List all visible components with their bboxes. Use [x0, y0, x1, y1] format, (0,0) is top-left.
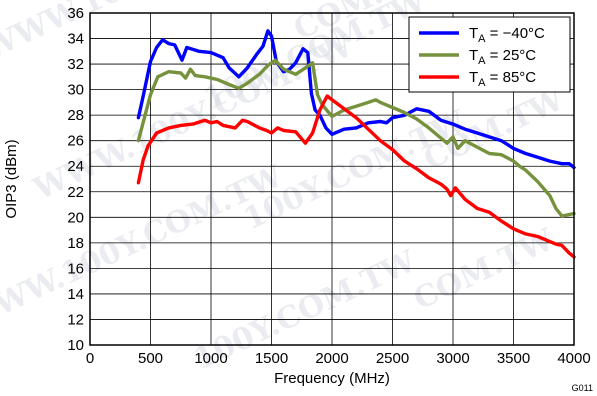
y-tick-label: 12: [67, 311, 84, 328]
y-tick-label: 26: [67, 133, 84, 150]
y-tick-label: 20: [67, 209, 84, 226]
x-tick-label: 0: [86, 350, 94, 367]
legend: TA = −40°CTA = 25°CTA = 85°C: [408, 16, 571, 93]
y-axis-ticks: 10 12 14 16 18 20 22 24 26 28 30 32 34 36: [67, 5, 84, 354]
x-tick-label: 3500: [497, 350, 530, 367]
y-tick-label: 32: [67, 56, 84, 73]
x-tick-label: 3000: [436, 350, 469, 367]
y-tick-label: 30: [67, 82, 84, 99]
y-tick-label: 24: [67, 158, 84, 175]
legend-label: TA = 85°C: [469, 69, 536, 89]
x-tick-label: 500: [138, 350, 163, 367]
series-line-3: [136, 94, 576, 259]
plot-frame: [89, 12, 575, 346]
legend-label: TA = 25°C: [469, 47, 536, 67]
y-axis-label: OIP3 (dBm): [3, 139, 20, 218]
y-tick-label: 22: [67, 184, 84, 201]
y-tick-label: 34: [67, 31, 84, 48]
x-axis-ticks: 0 500 1000 1500 2000 2500 3000 3500 4000: [86, 350, 591, 367]
y-tick-label: 14: [67, 286, 84, 303]
legend-label: TA = −40°C: [469, 25, 545, 45]
figure-id: G011: [572, 383, 593, 393]
x-axis-label: Frequency (MHz): [274, 370, 390, 387]
x-tick-label: 2000: [315, 350, 348, 367]
series-line-2: [136, 58, 576, 218]
y-tick-label: 10: [67, 337, 84, 354]
x-tick-label: 4000: [557, 350, 590, 367]
series-layer: [136, 29, 576, 259]
x-tick-label: 1500: [255, 350, 288, 367]
y-tick-label: 18: [67, 235, 84, 252]
y-tick-label: 16: [67, 260, 84, 277]
x-tick-label: 2500: [376, 350, 409, 367]
x-tick-label: 1000: [194, 350, 227, 367]
y-tick-label: 36: [67, 5, 84, 22]
y-tick-label: 28: [67, 107, 84, 124]
series-line-1: [136, 29, 576, 170]
